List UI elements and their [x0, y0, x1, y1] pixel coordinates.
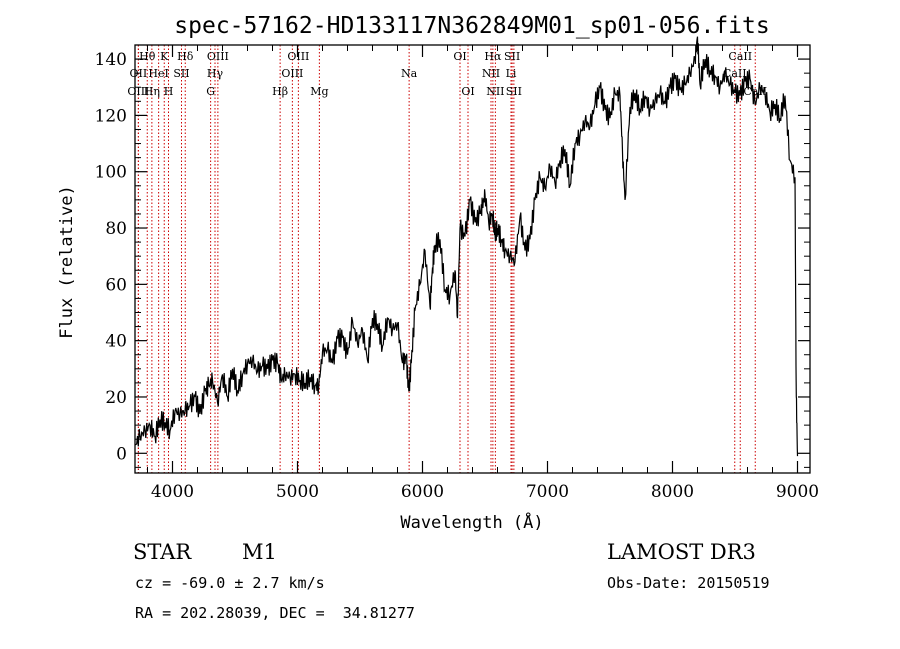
x-tick-label: 5000 [276, 482, 319, 502]
survey-name: LAMOST DR3 [607, 540, 756, 564]
spectral-line-label: Hη [144, 85, 160, 98]
y-tick-label: 0 [116, 444, 127, 464]
spectral-line-label: Na [401, 67, 418, 80]
spectral-line-label: OIII [207, 50, 229, 63]
spectral-line-label: OIII [281, 67, 303, 80]
spectral-line-label: Hγ [207, 67, 224, 80]
x-tick-label: 4000 [151, 482, 194, 502]
spectral-line-label: K [160, 50, 169, 63]
spectral-line-label: SII [506, 85, 522, 98]
axis-ticks: 4000 5000 6000 7000 8000 9000 0 20 40 60 80 100 120 1… [95, 44, 819, 502]
spectral-line-label: Mg [310, 85, 328, 98]
y-tick-label: 80 [105, 219, 127, 239]
y-tick-label: 60 [105, 275, 127, 295]
spectral-line-label: Hθ [139, 50, 156, 63]
redshift-velocity: cz = -69.0 ± 2.7 km/s [135, 574, 325, 592]
x-tick-label: 8000 [651, 482, 694, 502]
y-tick-label: 100 [95, 163, 127, 183]
y-tick-label: 40 [105, 332, 127, 352]
spectral-line-label: HeI [148, 67, 168, 80]
spectral-line-label: NII [482, 67, 500, 80]
observation-date: Obs-Date: 20150519 [607, 574, 770, 592]
spectral-line-label: CaII [723, 67, 747, 80]
ra-dec-coordinates: RA = 202.28039, DEC = 34.81277 [135, 604, 415, 622]
spectral-line-label: OI [461, 85, 474, 98]
spectral-line-label: OIII [287, 50, 309, 63]
x-tick-label: 6000 [401, 482, 444, 502]
spectral-line-label: SII [504, 50, 520, 63]
spectrum-series-line [134, 36, 799, 457]
spectral-line-label: Hα [484, 50, 502, 63]
spectral-line-label: G [206, 85, 215, 98]
spectral-line-markers [137, 45, 756, 473]
spectral-line-label: SII [173, 67, 189, 80]
spectral-line-label: OIII [127, 85, 149, 98]
spectral-line-label: Li [506, 67, 517, 80]
x-tick-label: 7000 [526, 482, 569, 502]
chart-title: spec-57162-HD133117N362849M01_sp01-056.f… [174, 13, 769, 39]
plot-frame [134, 44, 811, 474]
spectral-line-label: H [164, 85, 174, 98]
spectral-line-label: CaII [728, 50, 752, 63]
spectral-line-label: NII [486, 85, 504, 98]
y-tick-label: 140 [95, 50, 127, 70]
x-tick-label: 9000 [776, 482, 819, 502]
y-tick-label: 20 [105, 388, 127, 408]
object-subclass: M1 [242, 540, 277, 564]
spectral-line-label: Hβ [272, 85, 288, 98]
object-class: STAR [133, 540, 192, 564]
spectral-line-label: OI [453, 50, 466, 63]
x-axis-label: Wavelength (Å) [400, 511, 543, 533]
y-axis-label: Flux (relative) [57, 185, 77, 339]
y-tick-label: 120 [95, 106, 127, 126]
spectral-line-label: Hδ [177, 50, 194, 63]
